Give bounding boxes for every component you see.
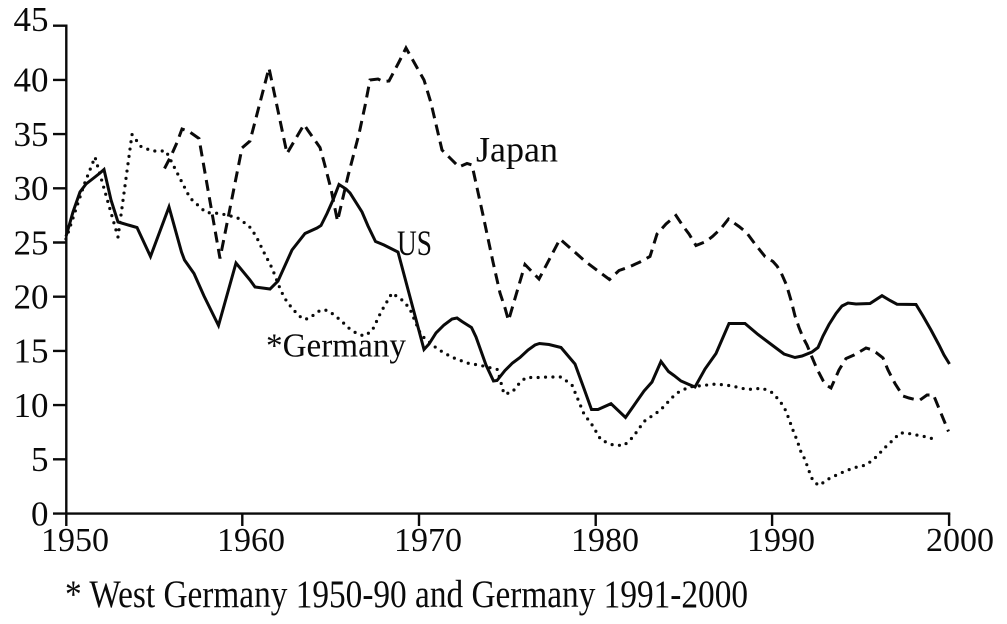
svg-text:* West Germany 1950-90 and Ger: * West Germany 1950-90 and Germany 1991-… bbox=[65, 573, 748, 616]
svg-text:25: 25 bbox=[14, 223, 49, 262]
svg-text:35: 35 bbox=[14, 115, 49, 154]
svg-text:1960: 1960 bbox=[217, 522, 285, 559]
svg-text:10: 10 bbox=[14, 386, 49, 425]
svg-text:0: 0 bbox=[31, 494, 49, 533]
svg-text:Japan: Japan bbox=[476, 130, 558, 170]
svg-text:40: 40 bbox=[14, 61, 49, 100]
svg-text:15: 15 bbox=[14, 332, 49, 371]
svg-text:*Germany: *Germany bbox=[266, 328, 406, 365]
svg-text:1990: 1990 bbox=[747, 522, 815, 559]
svg-text:5: 5 bbox=[31, 440, 49, 479]
svg-text:1950: 1950 bbox=[41, 522, 109, 559]
svg-text:1970: 1970 bbox=[394, 522, 462, 559]
svg-text:1980: 1980 bbox=[571, 522, 639, 559]
svg-text:20: 20 bbox=[14, 278, 49, 317]
svg-text:30: 30 bbox=[14, 169, 49, 208]
svg-text:45: 45 bbox=[14, 0, 49, 39]
svg-text:2000: 2000 bbox=[926, 522, 994, 559]
svg-text:US: US bbox=[397, 223, 432, 263]
